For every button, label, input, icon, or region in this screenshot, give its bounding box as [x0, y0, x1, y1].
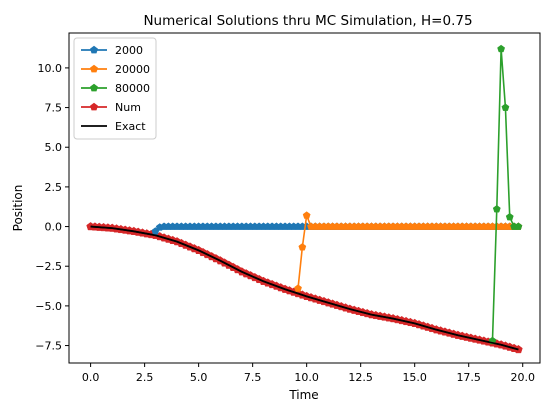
y-tick-label: 0.0 [45, 221, 63, 234]
legend-marker [90, 83, 98, 92]
y-tick-label: 10.0 [38, 62, 63, 75]
y-tick-label: 7.5 [45, 102, 63, 115]
data-point [294, 284, 302, 292]
y-axis-label: Position [11, 185, 25, 232]
x-tick-label: 7.5 [244, 371, 262, 384]
legend-label: Exact [115, 120, 146, 133]
legend-label: 80000 [115, 82, 150, 95]
y-tick-label: 5.0 [45, 141, 63, 154]
legend-entry-2000: 2000 [81, 44, 143, 57]
x-tick-label: 17.5 [456, 371, 481, 384]
x-tick-label: 20.0 [510, 371, 535, 384]
x-tick-label: 12.5 [348, 371, 373, 384]
data-point [501, 103, 510, 111]
legend-entry-80000: 80000 [81, 82, 150, 95]
data-point [298, 243, 307, 251]
legend-entry-20000: 20000 [81, 63, 150, 76]
data-point [492, 205, 501, 213]
legend-marker [90, 102, 98, 111]
legend-label: Num [115, 101, 141, 114]
x-tick-label: 5.0 [190, 371, 208, 384]
legend-marker [90, 45, 98, 54]
series-80000 [488, 44, 523, 345]
plot-frame [68, 32, 541, 364]
series-20000 [294, 211, 523, 292]
x-tick-label: 15.0 [402, 371, 427, 384]
x-axis-label: Time [288, 388, 318, 402]
data-point [514, 222, 523, 230]
data-point [302, 211, 311, 219]
x-tick-label: 2.5 [136, 371, 154, 384]
legend-label: 20000 [115, 63, 150, 76]
data-point [505, 212, 514, 221]
y-tick-label: −2.5 [35, 260, 62, 273]
chart-title: Numerical Solutions thru MC Simulation, … [143, 13, 472, 29]
legend-label: 2000 [115, 44, 143, 57]
legend-box [73, 37, 157, 140]
x-tick-label: 10.0 [294, 371, 319, 384]
y-tick-label: 2.5 [45, 181, 63, 194]
series-num [86, 222, 523, 354]
exact-line-overlay [90, 225, 519, 351]
legend-entry-exact: Exact [81, 120, 146, 133]
data-point [497, 44, 506, 53]
y-tick-label: −7.5 [35, 340, 62, 353]
legend: 2000 20000 80000 Num Exact [73, 37, 157, 140]
series-line-80000 [491, 48, 519, 341]
y-tick-label: −5.0 [35, 300, 62, 313]
legend-marker [90, 64, 98, 73]
x-tick-label: 0.0 [82, 371, 100, 384]
legend-entry-num: Num [81, 101, 141, 114]
